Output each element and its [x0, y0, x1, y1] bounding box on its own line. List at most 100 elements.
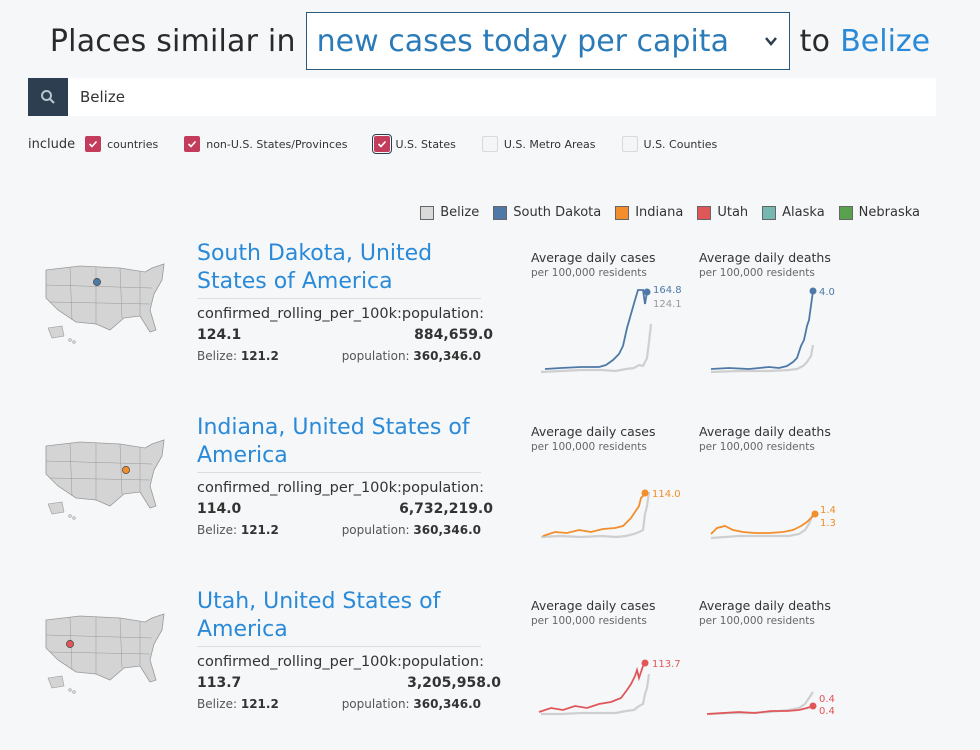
cases-end-label: 113.7 — [652, 659, 681, 670]
deaths-end-label-2: 0.4 — [819, 706, 835, 717]
population-value: 6,732,219.0 — [399, 501, 493, 517]
us-map-icon — [45, 613, 165, 694]
filter-us-states[interactable]: U.S. States — [371, 134, 456, 154]
cases-chart: Average daily cases per 100,000 resident… — [531, 250, 691, 380]
cases-chart: Average daily cases per 100,000 resident… — [531, 424, 691, 554]
checkbox-non-us-states[interactable] — [184, 136, 201, 152]
result-info: South Dakota, United States of America co… — [197, 240, 497, 363]
legend-label: Belize — [440, 205, 480, 220]
legend-item-belize[interactable]: Belize — [420, 205, 479, 220]
series-line — [710, 513, 816, 535]
chart-title: Average daily cases — [531, 250, 656, 265]
legend-item-south-dakota[interactable]: South Dakota — [493, 205, 601, 220]
header-place-link[interactable]: Belize — [840, 23, 931, 59]
result-title[interactable]: Utah, United States of America — [197, 589, 441, 642]
belize-population: population: 360,346.0 — [341, 697, 481, 711]
legend-label: Indiana — [635, 205, 684, 220]
legend-swatch — [615, 205, 630, 220]
result-row: South Dakota, United States of America co… — [0, 238, 980, 388]
divider — [197, 646, 481, 647]
result-info: Indiana, United States of America confirm… — [197, 414, 497, 537]
legend-item-nebraska[interactable]: Nebraska — [838, 205, 920, 220]
header-to: to — [799, 23, 831, 59]
deaths-chart: Average daily deaths per 100,000 residen… — [699, 598, 859, 728]
legend-label: Nebraska — [858, 205, 920, 220]
series-end-dot — [641, 659, 649, 667]
legend-label: Alaska — [782, 205, 825, 220]
belize-line — [710, 344, 815, 374]
metric-value: 113.7 — [197, 675, 242, 691]
chart-subtitle: per 100,000 residents — [699, 441, 815, 453]
checkbox-us-counties[interactable] — [621, 136, 638, 152]
cases-end-label: 164.8 — [653, 285, 681, 296]
belize-line — [540, 491, 651, 539]
legend-label: Utah — [717, 205, 749, 220]
header-prefix: Places similar in — [49, 23, 296, 59]
chart-title: Average daily deaths — [699, 424, 831, 439]
filter-label: U.S. Metro Areas — [503, 137, 596, 151]
page-header: Places similar in new cases today per ca… — [0, 10, 980, 72]
legend-item-indiana[interactable]: Indiana — [615, 205, 683, 220]
filter-label: U.S. Counties — [643, 137, 718, 151]
deaths-end-label: 0.4 — [819, 694, 835, 705]
deaths-chart: Average daily deaths per 100,000 residen… — [699, 424, 859, 554]
legend-swatch — [762, 205, 777, 220]
legend-label: South Dakota — [513, 205, 602, 220]
filter-us-counties[interactable]: U.S. Counties — [621, 136, 718, 152]
search-icon — [41, 90, 55, 104]
legend-swatch — [838, 205, 853, 220]
chart-subtitle: per 100,000 residents — [531, 441, 647, 453]
deaths-chart: Average daily deaths per 100,000 residen… — [699, 250, 859, 380]
divider — [197, 298, 481, 299]
belize-end-label: 124.1 — [653, 299, 681, 310]
belize-metric: Belize: 121.2 — [197, 523, 279, 537]
belize-metric: Belize: 121.2 — [197, 697, 279, 711]
legend-swatch — [697, 205, 712, 220]
check-icon — [89, 140, 98, 148]
series-line — [706, 705, 814, 715]
legend-item-utah[interactable]: Utah — [697, 205, 748, 220]
belize-line — [710, 513, 815, 540]
result-title[interactable]: South Dakota, United States of America — [197, 241, 433, 294]
filter-non-us-states[interactable]: non-U.S. States/Provinces — [184, 136, 348, 152]
filter-label: U.S. States — [395, 137, 456, 151]
series-end-dot — [809, 702, 817, 710]
series-line — [710, 290, 814, 370]
chart-title: Average daily cases — [531, 424, 656, 439]
search-input[interactable] — [68, 78, 936, 116]
chevron-down-icon — [764, 37, 777, 46]
series-end-dot — [809, 287, 817, 295]
belize-comparison: Belize: 121.2 population: 360,346.0 — [197, 349, 481, 363]
cases-chart: Average daily cases per 100,000 resident… — [531, 598, 691, 728]
checkbox-countries[interactable] — [85, 136, 102, 152]
series-line — [538, 662, 646, 713]
deaths-end-label-2: 1.3 — [820, 518, 836, 529]
legend-item-alaska[interactable]: Alaska — [762, 205, 825, 220]
search-bar — [28, 78, 936, 116]
filter-label: non-U.S. States/Provinces — [206, 137, 348, 151]
divider — [197, 472, 481, 473]
metric-value: 124.1 — [197, 327, 242, 343]
chart-subtitle: per 100,000 residents — [531, 615, 647, 627]
chart-subtitle: per 100,000 residents — [699, 267, 815, 279]
filter-countries[interactable]: countries — [85, 136, 158, 152]
metric-select[interactable]: new cases today per capita — [305, 12, 790, 70]
checkbox-us-metro-areas[interactable] — [481, 136, 498, 152]
belize-population: population: 360,346.0 — [341, 523, 481, 537]
result-title[interactable]: Indiana, United States of America — [197, 415, 470, 468]
checkbox-us-states[interactable] — [371, 134, 392, 154]
filter-label: countries — [107, 137, 159, 151]
series-line — [542, 492, 646, 537]
filter-us-metro-areas[interactable]: U.S. Metro Areas — [481, 136, 596, 152]
series-end-dot — [811, 510, 819, 518]
population-value: 3,205,958.0 — [407, 675, 501, 691]
search-button[interactable] — [28, 78, 68, 116]
include-filters: include countries non-U.S. States/Provin… — [28, 134, 743, 154]
chart-subtitle: per 100,000 residents — [531, 267, 647, 279]
legend-swatch — [493, 205, 508, 220]
chart-title: Average daily deaths — [699, 250, 831, 265]
chart-title: Average daily cases — [531, 598, 656, 613]
belize-line — [541, 673, 651, 716]
result-info: Utah, United States of America confirmed_… — [197, 588, 501, 711]
result-row: Indiana, United States of America confirm… — [0, 412, 980, 562]
